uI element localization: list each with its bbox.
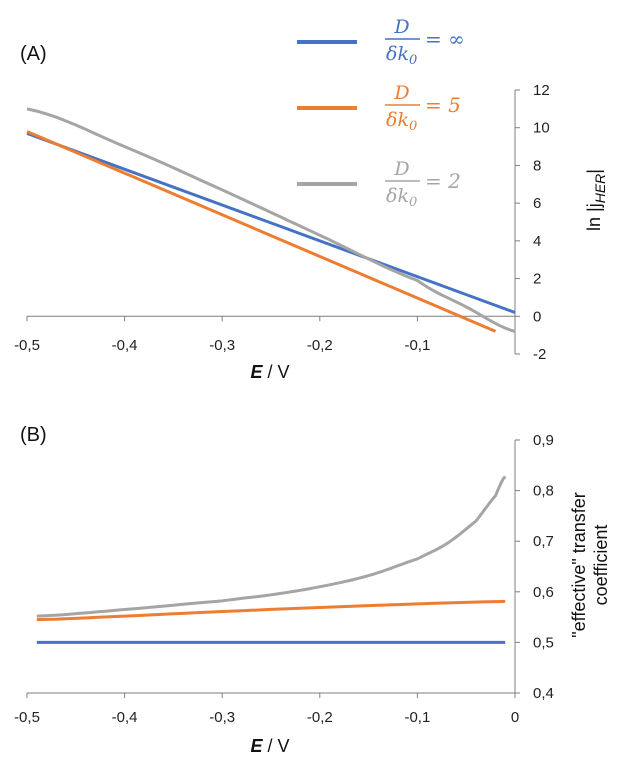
legend-denominator: δk0: [386, 43, 417, 68]
panel-a-y-label: ln |jHER|: [584, 169, 608, 231]
panel-b-y-tick-label: 0,6: [533, 584, 554, 601]
panel-a-x-tick-label: -0,2: [307, 337, 333, 354]
panel-a-x-ticks: -0,5 -0,4 -0,3 -0,2 -0,1: [14, 316, 430, 354]
panel-b-y-ticks: 0,9 0,8 0,7 0,6 0,5 0,4: [515, 432, 554, 702]
panel-b-y-tick-label: 0,9: [533, 432, 554, 449]
panel-b-y-label-line2: coefficient: [591, 525, 611, 606]
legend-denominator: δk0: [386, 109, 417, 134]
panel-a-y-tick-label: 4: [533, 233, 541, 250]
panel-b-x-tick-label: -0,3: [209, 709, 235, 726]
panel-b-y-tick-label: 0,4: [533, 685, 554, 702]
legend-numerator: D: [393, 82, 409, 104]
panel-a-x-tick-label: -0,4: [112, 337, 138, 354]
panel-b-x-ticks: -0,5 -0,4 -0,3 -0,2 -0,1 0: [14, 693, 519, 726]
panel-a-y-tick-label: 10: [533, 120, 550, 137]
panel-b-series-d-k0-2: [36, 475, 507, 618]
legend-value: = 5: [425, 93, 461, 117]
panel-a-y-tick-label: 8: [533, 157, 541, 174]
panel-b-x-tick-label: -0,1: [404, 709, 430, 726]
legend-numerator: D: [393, 158, 409, 180]
panel-b-y-tick-label: 0,5: [533, 634, 554, 651]
legend-value: = ∞: [425, 27, 465, 51]
panel-b-x-tick-label: 0: [511, 709, 519, 726]
panel-a-x-tick-label: -0,3: [209, 337, 235, 354]
panel-a-series-d-k0-5: [26, 130, 497, 333]
legend-value: = 2: [425, 169, 461, 193]
panel-a-x-tick-label: -0,1: [404, 337, 430, 354]
panel-a-series: [26, 107, 516, 333]
panel-a-series-d-k0-2: [26, 107, 516, 333]
panel-b-series-d-k0-5: [36, 599, 506, 622]
legend-numerator: D: [393, 16, 409, 38]
panel-b-y-tick-label: 0,8: [533, 483, 554, 500]
panel-b-y-label-line1: "effective" transfer: [569, 492, 589, 638]
panel-a-y-tick-label: 6: [533, 195, 541, 212]
panel-a-y-tick-label: 2: [533, 271, 541, 288]
panel-a-y-tick-label: 12: [533, 82, 550, 99]
panel-b-x-tick-label: -0,5: [14, 709, 40, 726]
panel-a-label: (A): [20, 43, 47, 65]
panel-a-x-label: E / V: [250, 362, 289, 382]
panel-a: (A) -0,5 -0,4 -0,3 -0,2 -0,1 12 10 8 6 4 2 0 -2 E /…: [14, 43, 608, 382]
panel-b-label: (B): [20, 424, 47, 446]
panel-b-x-tick-label: -0,4: [112, 709, 138, 726]
legend-denominator: δk0: [386, 185, 417, 210]
panel-a-y-ticks: 12 10 8 6 4 2 0 -2: [515, 82, 550, 363]
panel-b-x-tick-label: -0,2: [307, 709, 333, 726]
panel-b-x-label: E / V: [250, 736, 289, 756]
panel-a-y-tick-label: 0: [533, 308, 541, 325]
panel-b-y-tick-label: 0,7: [533, 533, 554, 550]
panel-a-y-tick-label: -2: [533, 346, 546, 363]
panel-b-series: [36, 475, 507, 644]
panel-b: (B) -0,5 -0,4 -0,3 -0,2 -0,1 0 0,90,80,70,60,…: [14, 424, 611, 756]
panel-a-series-d-k0-inf: [26, 131, 516, 314]
panel-a-x-tick-label: -0,5: [14, 337, 40, 354]
